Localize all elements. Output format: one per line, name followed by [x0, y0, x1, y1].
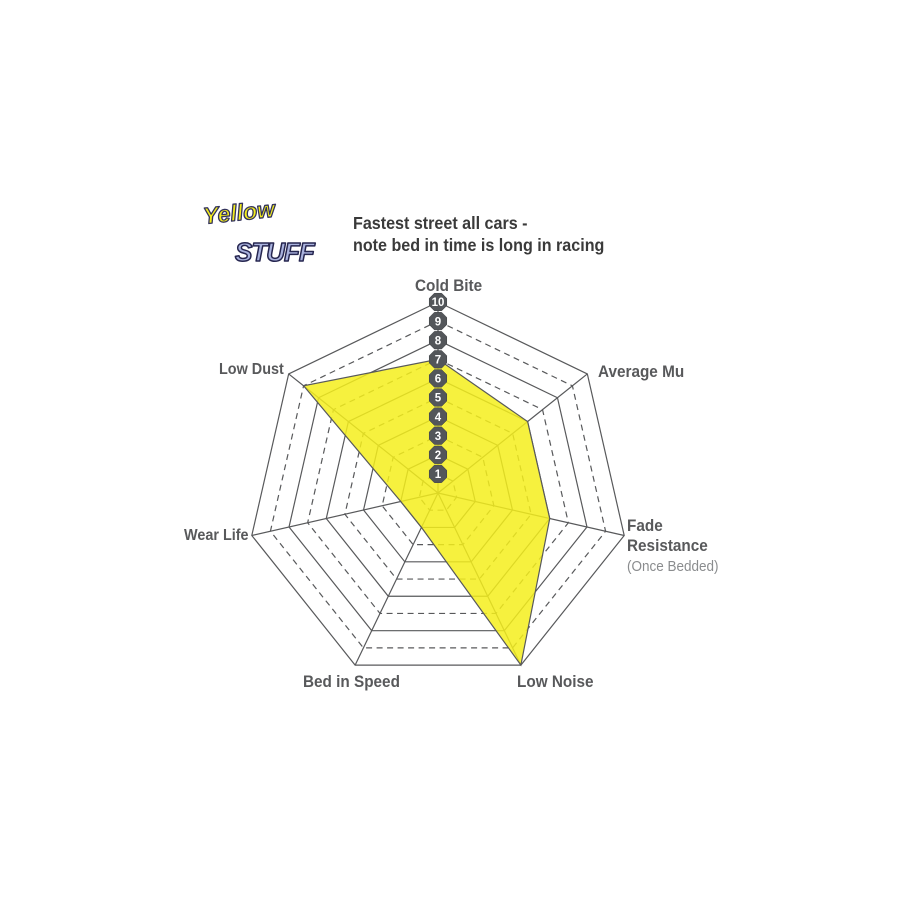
- svg-text:2: 2: [435, 450, 441, 462]
- svg-text:4: 4: [435, 412, 442, 424]
- svg-text:STUFF: STUFF: [235, 237, 316, 267]
- svg-text:5: 5: [435, 393, 442, 405]
- svg-text:7: 7: [435, 355, 441, 367]
- svg-text:3: 3: [435, 431, 441, 443]
- svg-text:8: 8: [435, 335, 442, 347]
- svg-text:1: 1: [435, 469, 442, 481]
- svg-text:6: 6: [435, 374, 441, 386]
- svg-text:Yellow: Yellow: [202, 198, 278, 229]
- svg-text:10: 10: [432, 297, 445, 309]
- svg-text:9: 9: [435, 316, 441, 328]
